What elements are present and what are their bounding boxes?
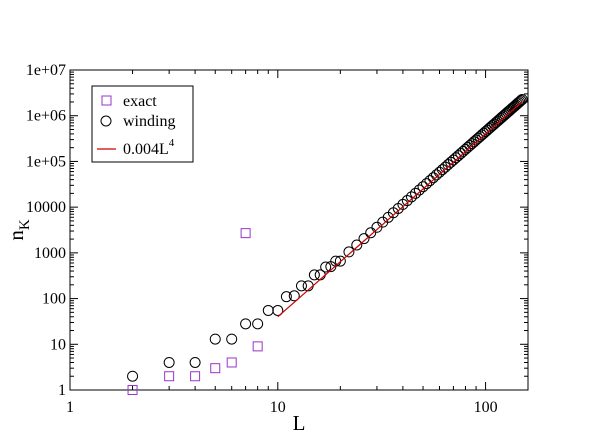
data-layer: [127, 93, 528, 395]
x-tick-label: 1: [66, 399, 74, 416]
winding-point: [209, 333, 221, 345]
winding-point: [514, 96, 526, 108]
winding-point: [358, 233, 370, 245]
y-tick-label: 10: [50, 336, 66, 353]
legend-label-fit-exponent: 4: [169, 137, 175, 149]
legend-label-fit-base: 0.004L: [123, 141, 169, 158]
winding-point: [430, 169, 442, 181]
x-axis-label: L: [293, 411, 306, 435]
winding-point: [240, 318, 252, 330]
legend-label-winding: winding: [123, 113, 175, 130]
y-axis-label-subscript: K: [17, 219, 33, 230]
winding-point: [413, 184, 425, 196]
x-tick-label: 10: [270, 399, 286, 416]
legend-marker-winding: [100, 115, 112, 127]
exact-point: [240, 228, 251, 239]
winding-point: [334, 255, 346, 267]
winding-point: [280, 291, 292, 303]
axis-ticks: 1 10 100 1 10 100 1000 10000 1e+05 1e+06 1e+07: [26, 62, 528, 416]
legend-label-exact: exact: [123, 93, 157, 110]
winding-point: [288, 290, 300, 302]
winding-point: [427, 172, 439, 184]
winding-point: [417, 181, 429, 193]
exact-point: [226, 357, 237, 368]
y-axis-label: nK: [4, 219, 33, 241]
winding-point: [421, 178, 433, 190]
legend-marker-exact: [101, 95, 112, 106]
exact-point: [127, 385, 138, 395]
legend: exact winding 0.004L4: [91, 85, 194, 163]
winding-point: [406, 191, 417, 203]
winding-point: [410, 187, 422, 199]
winding-point: [226, 333, 238, 345]
winding-point: [163, 356, 175, 368]
svg-text:nK: nK: [4, 219, 33, 241]
winding-point: [462, 141, 474, 153]
y-tick-label: 1000: [34, 245, 66, 262]
winding-point: [127, 370, 139, 382]
y-tick-label: 10000: [26, 199, 66, 216]
winding-point: [371, 221, 383, 233]
fit-line: [277, 101, 523, 318]
winding-point: [515, 95, 527, 107]
winding-point: [464, 140, 476, 151]
winding-point: [262, 304, 274, 316]
winding-point: [365, 227, 377, 239]
winding-point: [516, 93, 528, 105]
winding-point: [189, 356, 201, 368]
winding-point: [401, 195, 413, 207]
winding-point: [433, 166, 445, 178]
y-tick-label: 1: [58, 382, 66, 399]
winding-point: [308, 269, 320, 281]
winding-point: [343, 246, 355, 258]
winding-point: [252, 318, 264, 330]
winding-point: [272, 304, 284, 316]
legend-label-fit: 0.004L4: [123, 137, 175, 158]
exact-point: [210, 363, 221, 374]
y-tick-label: 1e+05: [26, 153, 66, 170]
winding-point: [424, 175, 436, 187]
winding-point: [295, 280, 307, 292]
winding-point: [512, 97, 524, 109]
y-tick-label: 1e+06: [26, 108, 66, 125]
winding-point: [320, 261, 332, 273]
y-tick-label: 100: [42, 291, 66, 308]
plot-frame: [69, 69, 529, 391]
y-tick-label: 1e+07: [26, 62, 66, 79]
exact-point: [252, 341, 263, 352]
exact-point: [164, 371, 175, 382]
exact-point: [190, 371, 201, 382]
x-tick-label: 100: [474, 399, 498, 416]
y-axis-label-main: n: [4, 230, 28, 241]
winding-point: [351, 239, 363, 251]
